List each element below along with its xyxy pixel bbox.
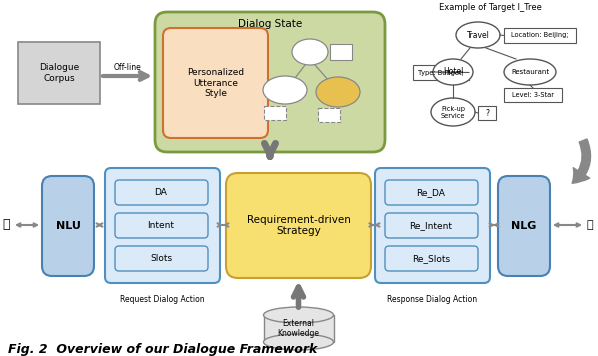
FancyBboxPatch shape [115, 180, 208, 205]
Text: Type: Budget;: Type: Budget; [418, 69, 464, 75]
Text: Pick-up
Service: Pick-up Service [441, 105, 465, 119]
FancyBboxPatch shape [163, 28, 268, 138]
FancyBboxPatch shape [375, 168, 490, 283]
Ellipse shape [456, 22, 500, 48]
Ellipse shape [316, 77, 360, 107]
FancyBboxPatch shape [226, 173, 371, 278]
Bar [478, 106, 496, 120]
Ellipse shape [263, 76, 307, 104]
Bar [18, 42, 100, 104]
Text: Slots: Slots [150, 254, 172, 263]
Text: Location: Beijing;: Location: Beijing; [511, 32, 569, 38]
FancyBboxPatch shape [498, 176, 550, 276]
Text: NLU: NLU [56, 221, 81, 231]
Text: Restaurant: Restaurant [511, 69, 549, 75]
Ellipse shape [264, 334, 334, 350]
Text: Travel: Travel [466, 31, 489, 40]
Text: 🤖: 🤖 [587, 220, 593, 230]
Text: Example of Target I_Tree: Example of Target I_Tree [438, 4, 541, 12]
FancyBboxPatch shape [105, 168, 220, 283]
Text: Off-line: Off-line [114, 63, 141, 73]
Text: External
Knowledge: External Knowledge [277, 319, 319, 338]
FancyBboxPatch shape [115, 213, 208, 238]
Bar [504, 28, 576, 43]
FancyBboxPatch shape [155, 12, 385, 152]
Ellipse shape [264, 307, 334, 323]
FancyBboxPatch shape [42, 176, 94, 276]
Text: Request Dialog Action: Request Dialog Action [120, 295, 205, 304]
FancyBboxPatch shape [385, 246, 478, 271]
Text: Response Dialog Action: Response Dialog Action [388, 295, 478, 304]
FancyBboxPatch shape [385, 180, 478, 205]
Text: Hotel: Hotel [443, 68, 463, 77]
Text: Level: 3-Star: Level: 3-Star [512, 92, 554, 98]
Ellipse shape [431, 98, 475, 126]
Bar [504, 88, 562, 102]
FancyBboxPatch shape [385, 213, 478, 238]
Bar [264, 315, 334, 342]
Text: ?: ? [485, 109, 489, 117]
Text: Fig. 2  Overview of our Dialogue Framework: Fig. 2 Overview of our Dialogue Framewor… [8, 344, 318, 356]
Text: Re_Intent: Re_Intent [410, 221, 453, 230]
Text: DA: DA [154, 188, 167, 197]
Bar [264, 106, 286, 120]
Text: Re_Slots: Re_Slots [412, 254, 450, 263]
Text: 👥: 👥 [2, 219, 10, 231]
Ellipse shape [504, 59, 556, 85]
Text: Requirement-driven
Strategy: Requirement-driven Strategy [246, 215, 350, 236]
Text: Intent: Intent [148, 221, 175, 230]
Text: Dialog State: Dialog State [238, 19, 302, 29]
Text: Personalized
Utterance
Style: Personalized Utterance Style [187, 68, 244, 98]
Text: Re_DA: Re_DA [417, 188, 446, 197]
Bar [318, 108, 340, 122]
Text: NLG: NLG [511, 221, 536, 231]
Bar [330, 44, 352, 60]
Ellipse shape [433, 59, 473, 85]
FancyBboxPatch shape [115, 246, 208, 271]
FancyArrowPatch shape [572, 139, 591, 183]
Bar [413, 65, 469, 80]
Ellipse shape [292, 39, 328, 65]
Text: Dialogue
Corpus: Dialogue Corpus [39, 63, 79, 83]
